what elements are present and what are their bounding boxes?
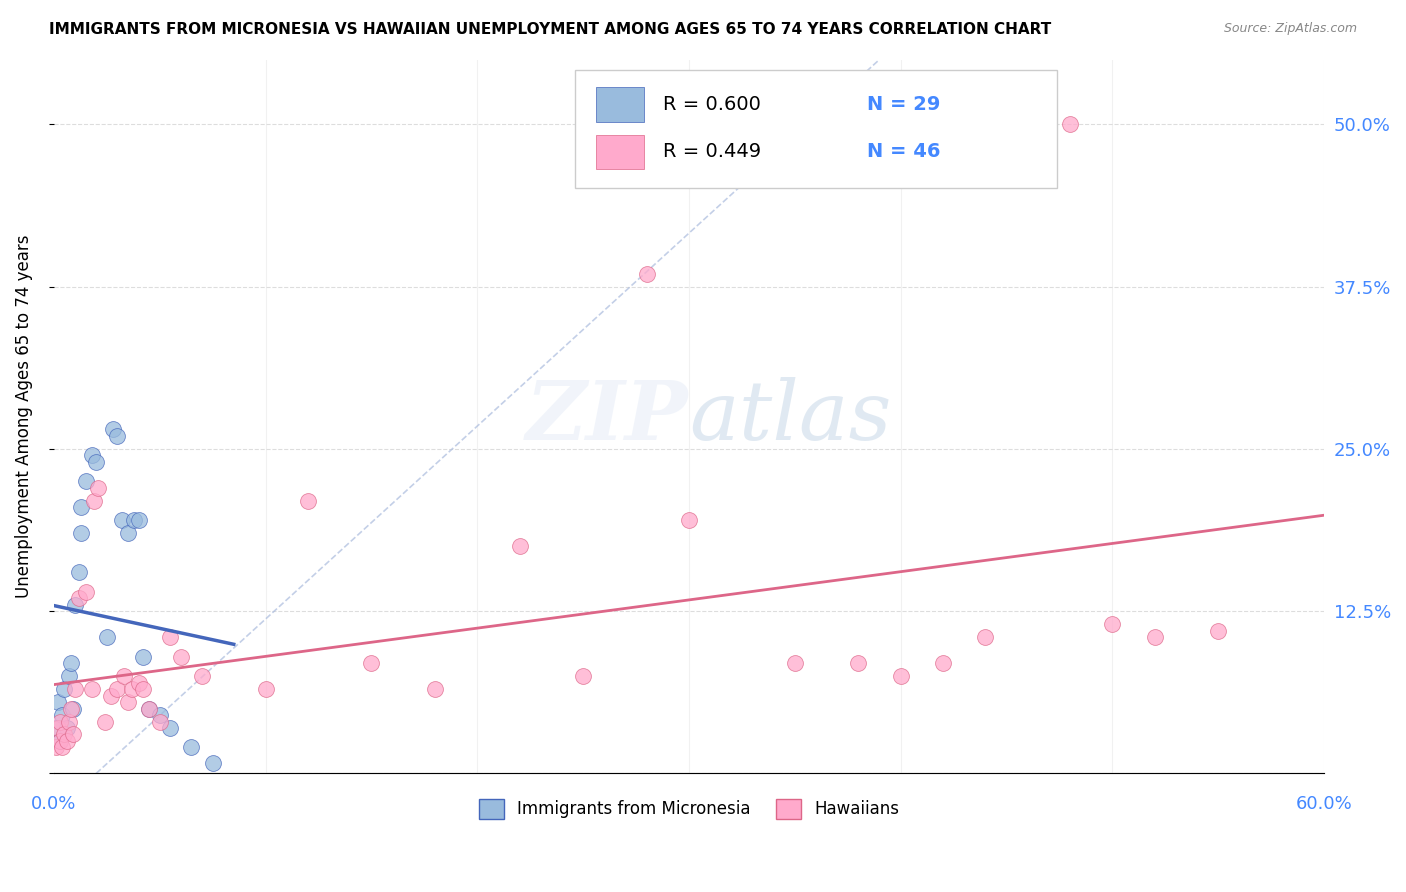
Text: R = 0.449: R = 0.449 xyxy=(664,142,762,161)
Point xyxy=(254,681,277,696)
Point xyxy=(70,526,93,541)
Point xyxy=(149,714,172,729)
FancyBboxPatch shape xyxy=(575,70,1057,188)
Point xyxy=(1101,617,1123,632)
Point xyxy=(932,656,955,670)
Point xyxy=(62,701,84,715)
Point xyxy=(63,681,86,696)
Text: N = 46: N = 46 xyxy=(866,142,941,161)
Bar xyxy=(596,87,644,121)
Point xyxy=(49,714,72,729)
Point xyxy=(890,669,912,683)
Point xyxy=(105,681,128,696)
Point xyxy=(783,656,806,670)
Point xyxy=(509,539,531,553)
Point xyxy=(63,598,86,612)
Point xyxy=(159,721,181,735)
Point xyxy=(58,669,80,683)
Point xyxy=(70,500,93,515)
Point xyxy=(100,689,122,703)
Point xyxy=(49,734,72,748)
Point xyxy=(96,630,118,644)
Point xyxy=(80,681,103,696)
Point xyxy=(572,669,595,683)
Point xyxy=(974,630,997,644)
Point xyxy=(45,740,67,755)
Y-axis label: Unemployment Among Ages 65 to 74 years: Unemployment Among Ages 65 to 74 years xyxy=(15,235,32,599)
Point xyxy=(67,591,90,606)
Point xyxy=(58,714,80,729)
Point xyxy=(128,513,150,527)
Point xyxy=(87,481,110,495)
Point xyxy=(132,681,155,696)
Point xyxy=(191,669,214,683)
Point xyxy=(53,681,76,696)
Point xyxy=(55,734,77,748)
Point xyxy=(1206,624,1229,638)
Point xyxy=(170,649,193,664)
Legend: Immigrants from Micronesia, Hawaiians: Immigrants from Micronesia, Hawaiians xyxy=(472,792,905,826)
Bar xyxy=(596,135,644,169)
Text: 0.0%: 0.0% xyxy=(31,795,76,813)
Text: Source: ZipAtlas.com: Source: ZipAtlas.com xyxy=(1223,22,1357,36)
Point xyxy=(59,701,82,715)
Point xyxy=(46,695,69,709)
Point xyxy=(128,675,150,690)
Text: IMMIGRANTS FROM MICRONESIA VS HAWAIIAN UNEMPLOYMENT AMONG AGES 65 TO 74 YEARS CO: IMMIGRANTS FROM MICRONESIA VS HAWAIIAN U… xyxy=(49,22,1052,37)
Point xyxy=(83,494,105,508)
Point xyxy=(180,740,202,755)
Point xyxy=(117,526,139,541)
Point xyxy=(51,708,73,723)
Point xyxy=(121,681,143,696)
Point xyxy=(80,449,103,463)
Point xyxy=(110,513,132,527)
Point xyxy=(75,475,97,489)
Point xyxy=(138,701,160,715)
Text: 60.0%: 60.0% xyxy=(1295,795,1353,813)
Point xyxy=(51,740,73,755)
Point xyxy=(67,566,90,580)
Point xyxy=(636,267,658,281)
Point xyxy=(49,734,72,748)
Point xyxy=(101,422,124,436)
Text: R = 0.600: R = 0.600 xyxy=(664,95,761,114)
Text: ZIP: ZIP xyxy=(526,376,689,457)
Point xyxy=(149,708,172,723)
Point xyxy=(138,701,160,715)
Point xyxy=(55,721,77,735)
Point xyxy=(59,656,82,670)
Point xyxy=(45,721,67,735)
Text: atlas: atlas xyxy=(689,376,891,457)
Point xyxy=(46,721,69,735)
Point xyxy=(105,429,128,443)
Point xyxy=(117,695,139,709)
Point xyxy=(159,630,181,644)
Point xyxy=(297,494,319,508)
Point xyxy=(53,727,76,741)
Point xyxy=(423,681,446,696)
Point xyxy=(1059,118,1081,132)
Point xyxy=(75,584,97,599)
Point xyxy=(122,513,145,527)
Point xyxy=(846,656,869,670)
Point xyxy=(1143,630,1166,644)
Point xyxy=(360,656,382,670)
Point xyxy=(93,714,115,729)
Text: N = 29: N = 29 xyxy=(866,95,941,114)
Point xyxy=(678,513,700,527)
Point xyxy=(201,756,224,770)
Point xyxy=(112,669,135,683)
Point xyxy=(84,455,107,469)
Point xyxy=(132,649,155,664)
Point xyxy=(62,727,84,741)
